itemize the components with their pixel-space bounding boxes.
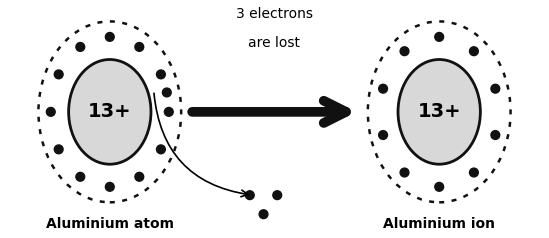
Text: 3 electrons: 3 electrons [236,7,313,21]
Ellipse shape [400,168,409,177]
Ellipse shape [400,47,409,56]
Ellipse shape [491,131,500,139]
Ellipse shape [54,70,63,79]
Ellipse shape [469,168,478,177]
Text: are lost: are lost [249,36,300,50]
Ellipse shape [105,183,114,191]
Ellipse shape [69,60,151,164]
Ellipse shape [156,145,165,154]
Ellipse shape [435,33,444,41]
Text: Aluminium ion: Aluminium ion [383,217,495,231]
Ellipse shape [398,60,480,164]
Text: 13+: 13+ [88,102,132,121]
Ellipse shape [54,145,63,154]
Ellipse shape [76,172,85,181]
Ellipse shape [156,70,165,79]
Ellipse shape [46,108,55,116]
Ellipse shape [469,47,478,56]
Ellipse shape [491,84,500,93]
Ellipse shape [259,210,268,218]
Ellipse shape [163,88,171,97]
Ellipse shape [435,183,444,191]
Ellipse shape [245,191,254,199]
Ellipse shape [379,84,388,93]
Text: 13+: 13+ [417,102,461,121]
Text: Aluminium atom: Aluminium atom [46,217,174,231]
Ellipse shape [105,33,114,41]
Ellipse shape [76,43,85,51]
Ellipse shape [165,108,173,116]
Ellipse shape [135,172,144,181]
Ellipse shape [379,131,388,139]
Ellipse shape [135,43,144,51]
Ellipse shape [273,191,282,199]
